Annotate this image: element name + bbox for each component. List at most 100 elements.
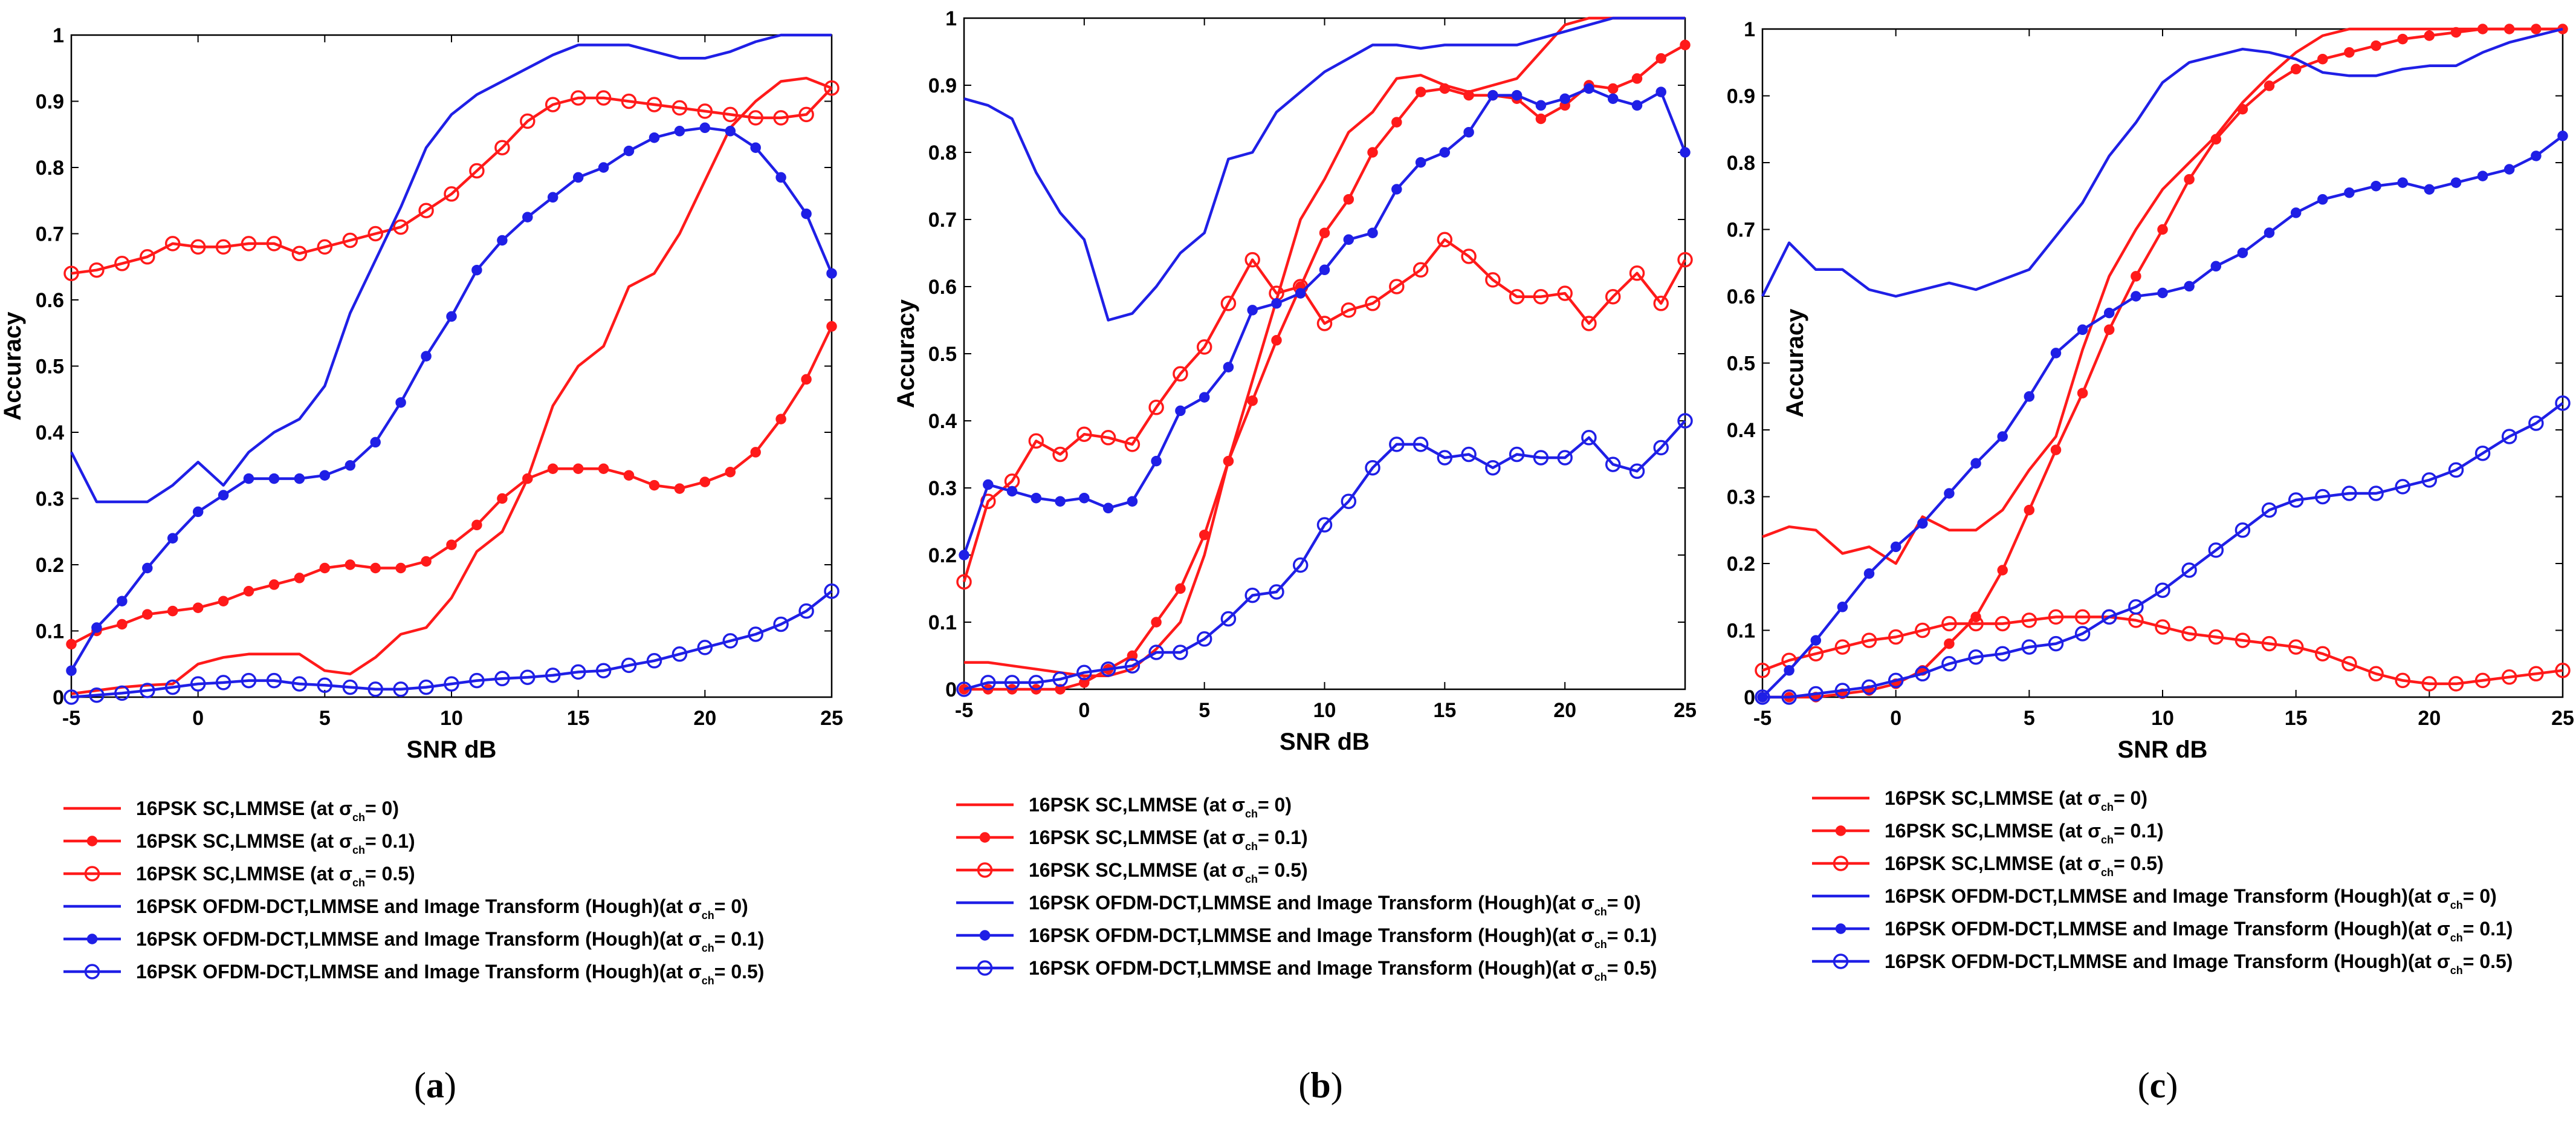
legend: 16PSK SC,LMMSE (at σ ch = 0) 16PSK SC,LMMSE… bbox=[63, 798, 764, 987]
legend-label-main: 16PSK OFDM-DCT,LMMSE and Image Transform… bbox=[1029, 924, 1594, 946]
x-tick-label: -5 bbox=[1753, 707, 1772, 730]
data-point bbox=[1437, 450, 1453, 466]
data-point bbox=[1915, 622, 1930, 638]
series-red-circle bbox=[63, 80, 840, 281]
data-point bbox=[824, 80, 840, 96]
series-red-none bbox=[964, 16, 1685, 678]
legend-label-suffix: = 0.5) bbox=[2463, 950, 2513, 972]
data-point bbox=[2021, 612, 2037, 628]
legend-label: 16PSK SC,LMMSE (at σch= 0.1) bbox=[1029, 827, 1308, 853]
data-point bbox=[2528, 415, 2544, 431]
legend-label: 16PSK OFDM-DCT,LMMSE and Image Transform… bbox=[1885, 950, 2513, 976]
legend-label-suffix: = 0.5) bbox=[365, 863, 415, 885]
data-point bbox=[2317, 53, 2328, 65]
data-point bbox=[319, 470, 331, 481]
data-point bbox=[469, 672, 485, 689]
data-point bbox=[63, 265, 79, 281]
y-tick-label: 0.5 bbox=[1727, 352, 1755, 375]
y-tick-label: 0.1 bbox=[928, 611, 957, 634]
data-point bbox=[798, 106, 814, 123]
legend-label-main: 16PSK SC,LMMSE (at σ bbox=[1885, 787, 2101, 809]
y-tick-label: 0.3 bbox=[928, 477, 957, 500]
data-point bbox=[1223, 362, 1234, 372]
data-point bbox=[956, 681, 972, 697]
data-point bbox=[1837, 602, 1848, 612]
x-tick-label: 25 bbox=[2551, 707, 2574, 730]
data-point bbox=[2077, 388, 2088, 398]
data-point bbox=[291, 245, 308, 262]
legend-label-suffix: = 0.1) bbox=[714, 928, 765, 950]
panel-caption: (c) bbox=[2138, 1065, 2178, 1105]
legend-label-suffix: = 0) bbox=[1607, 892, 1641, 914]
data-point bbox=[2210, 261, 2222, 272]
legend-label-main: 16PSK OFDM-DCT,LMMSE and Image Transform… bbox=[1885, 950, 2450, 972]
data-point bbox=[2448, 676, 2464, 692]
legend-label-main: 16PSK OFDM-DCT,LMMSE and Image Transform… bbox=[136, 928, 702, 950]
y-axis-label: Accuracy bbox=[1782, 308, 1808, 418]
x-tick-label: 0 bbox=[1078, 699, 1090, 722]
data-point bbox=[2264, 80, 2275, 91]
data-point bbox=[497, 493, 508, 504]
data-point bbox=[2048, 635, 2064, 652]
data-point bbox=[1861, 679, 1877, 695]
data-point bbox=[1509, 446, 1525, 463]
legend-label-main: 16PSK SC,LMMSE (at σ bbox=[136, 798, 352, 819]
data-point bbox=[1031, 492, 1042, 504]
data-point bbox=[672, 100, 688, 116]
x-tick-label: 5 bbox=[1199, 699, 1210, 722]
data-point bbox=[2341, 656, 2357, 672]
data-point bbox=[773, 110, 789, 126]
data-point bbox=[959, 550, 969, 560]
data-point bbox=[522, 212, 533, 223]
data-point bbox=[2503, 24, 2515, 34]
legend-label-subscript: ch bbox=[2101, 801, 2114, 813]
data-point bbox=[2103, 307, 2115, 319]
legend-label-subscript: ch bbox=[1245, 808, 1258, 820]
legend-label-subscript: ch bbox=[702, 942, 714, 954]
legend-entry: 16PSK SC,LMMSE (at σch= 0.1) bbox=[63, 830, 415, 856]
data-point bbox=[494, 671, 510, 687]
data-point bbox=[2557, 131, 2568, 141]
legend-label: 16PSK OFDM-DCT,LMMSE and Image Transform… bbox=[1885, 918, 2513, 944]
y-tick-label: 1 bbox=[945, 7, 957, 30]
legend-label-main: 16PSK SC,LMMSE (at σ bbox=[136, 863, 352, 885]
data-point bbox=[418, 679, 434, 695]
data-point bbox=[595, 663, 612, 678]
data-point bbox=[2395, 672, 2410, 689]
data-point bbox=[1511, 89, 1523, 101]
data-point bbox=[621, 93, 637, 109]
data-point bbox=[2397, 177, 2408, 188]
legend-label-suffix: = 0) bbox=[714, 895, 748, 917]
series-blue-circle bbox=[956, 413, 1693, 697]
legend-entry: 16PSK OFDM-DCT,LMMSE and Image Transform… bbox=[63, 928, 764, 954]
data-point bbox=[1199, 529, 1210, 541]
chart-panel-a: -5 0 5 10 15 20 2500.10.20.30.40.50.60.70.80.9… bbox=[0, 24, 843, 1105]
data-point bbox=[1557, 285, 1573, 301]
data-point bbox=[2531, 24, 2542, 34]
legend-label-suffix: = 0.5) bbox=[2114, 853, 2164, 874]
data-point bbox=[2235, 632, 2251, 648]
data-point bbox=[547, 192, 558, 203]
legend-marker bbox=[86, 934, 98, 944]
data-point bbox=[1917, 518, 1928, 529]
data-point bbox=[2261, 502, 2277, 518]
data-point bbox=[1605, 288, 1621, 305]
legend-marker bbox=[1835, 825, 1846, 836]
data-point bbox=[370, 562, 381, 574]
data-point bbox=[1055, 496, 1066, 507]
data-point bbox=[1755, 689, 1770, 705]
data-point bbox=[1834, 639, 1851, 655]
legend-label-subscript: ch bbox=[2450, 899, 2463, 911]
data-point bbox=[1607, 93, 1619, 104]
y-tick-label: 0.6 bbox=[36, 289, 64, 312]
data-point bbox=[1535, 113, 1547, 125]
data-point bbox=[1784, 665, 1794, 676]
data-point bbox=[294, 573, 305, 583]
legend-label-subscript: ch bbox=[2450, 964, 2463, 976]
data-point bbox=[1220, 611, 1237, 627]
legend-label-main: 16PSK OFDM-DCT,LMMSE and Image Transform… bbox=[136, 895, 702, 917]
data-point bbox=[1175, 583, 1186, 594]
data-point bbox=[1781, 689, 1797, 705]
data-point bbox=[2237, 103, 2248, 115]
x-tick-label: 20 bbox=[1553, 699, 1576, 722]
